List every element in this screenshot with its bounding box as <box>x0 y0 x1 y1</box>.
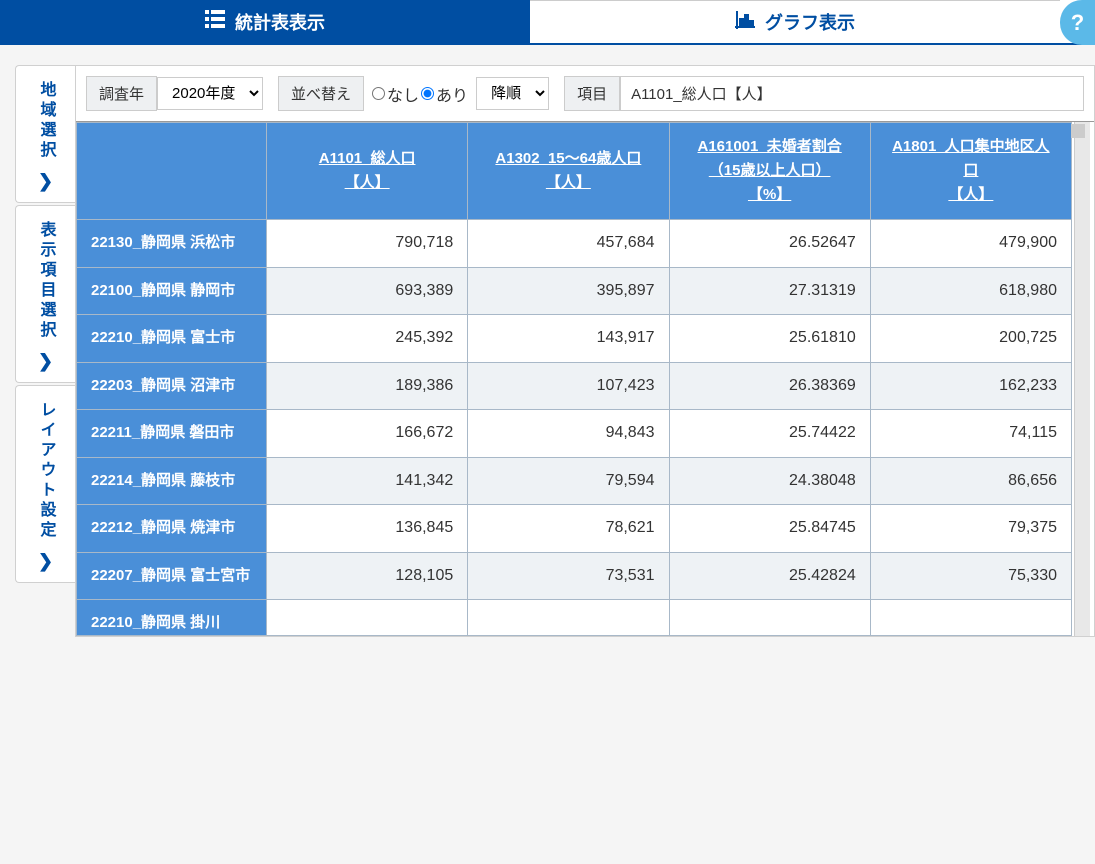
table-scroll-wrap: A1101_総人口【人】 A1302_15～64歳人口【人】 A161001_未… <box>76 121 1094 636</box>
item-label: 項目 <box>564 76 620 111</box>
cell: 94,843 <box>468 410 669 458</box>
sort-yes-radio[interactable] <box>421 87 434 100</box>
cell: 73,531 <box>468 552 669 600</box>
table-row: 22203_静岡県 沼津市189,386107,42326.38369162,2… <box>77 362 1072 410</box>
cell: 395,897 <box>468 267 669 315</box>
cell: 78,621 <box>468 505 669 553</box>
cell: 75,330 <box>870 552 1071 600</box>
table-row: 22210_静岡県 富士市245,392143,91725.61810200,7… <box>77 315 1072 363</box>
cell: 25.74422 <box>669 410 870 458</box>
tab-graph[interactable]: グラフ表示 <box>530 0 1060 43</box>
row-header[interactable]: 22210_静岡県 富士市 <box>77 315 267 363</box>
cell: 107,423 <box>468 362 669 410</box>
vertical-scrollbar[interactable] <box>1074 122 1090 636</box>
cell: 162,233 <box>870 362 1071 410</box>
top-tabs: 統計表表示 グラフ表示 ? <box>0 0 1095 45</box>
cell: 141,342 <box>267 457 468 505</box>
cell: 128,105 <box>267 552 468 600</box>
cell: 618,980 <box>870 267 1071 315</box>
tab-stats-table[interactable]: 統計表表示 <box>0 0 530 43</box>
content-panel: 調査年 2020年度 並べ替え なし あり 降順 項目 A1101_総 <box>75 65 1095 637</box>
cell: 25.61810 <box>669 315 870 363</box>
col-header-0[interactable]: A1101_総人口【人】 <box>267 123 468 220</box>
tab-stats-label: 統計表表示 <box>235 9 325 35</box>
sidebar-items-label: 表示項目選択 <box>34 221 58 341</box>
col-header-1[interactable]: A1302_15～64歳人口【人】 <box>468 123 669 220</box>
col-header-3[interactable]: A1801_人口集中地区人口【人】 <box>870 123 1071 220</box>
cell: 245,392 <box>267 315 468 363</box>
year-label: 調査年 <box>86 76 157 111</box>
order-select[interactable]: 降順 <box>476 77 549 110</box>
col-header-2[interactable]: A161001_未婚者割合（15歳以上人口）【%】 <box>669 123 870 220</box>
row-header[interactable]: 22210_静岡県 掛川 <box>77 600 267 636</box>
chevron-right-icon: ❯ <box>38 351 53 372</box>
sort-none-option[interactable]: なし <box>372 82 419 106</box>
table-header-row: A1101_総人口【人】 A1302_15～64歳人口【人】 A161001_未… <box>77 123 1072 220</box>
help-icon: ? <box>1071 10 1084 36</box>
cell: 143,917 <box>468 315 669 363</box>
row-header[interactable]: 22203_静岡県 沼津市 <box>77 362 267 410</box>
controls-bar: 調査年 2020年度 並べ替え なし あり 降順 項目 A1101_総 <box>76 76 1094 121</box>
help-button[interactable]: ? <box>1060 0 1095 45</box>
cell: 74,115 <box>870 410 1071 458</box>
cell: 693,389 <box>267 267 468 315</box>
chevron-right-icon: ❯ <box>38 171 53 192</box>
table-body: 22130_静岡県 浜松市790,718457,68426.52647479,9… <box>77 220 1072 636</box>
sort-yes-option[interactable]: あり <box>421 82 468 106</box>
cell: 25.84745 <box>669 505 870 553</box>
cell: 79,594 <box>468 457 669 505</box>
main-area: 地域選択 ❯ 表示項目選択 ❯ レイアウト設定 ❯ 調査年 2020年度 並べ替… <box>0 65 1095 637</box>
year-select[interactable]: 2020年度 <box>157 77 263 110</box>
row-header[interactable]: 22207_静岡県 富士宮市 <box>77 552 267 600</box>
row-header[interactable]: 22211_静岡県 磐田市 <box>77 410 267 458</box>
bar-chart-icon <box>735 11 755 34</box>
cell: 26.52647 <box>669 220 870 268</box>
sidebar-item-region[interactable]: 地域選択 ❯ <box>15 65 75 203</box>
table-corner-cell <box>77 123 267 220</box>
row-header[interactable]: 22214_静岡県 藤枝市 <box>77 457 267 505</box>
cell: 79,375 <box>870 505 1071 553</box>
table-row: 22212_静岡県 焼津市136,84578,62125.8474579,375 <box>77 505 1072 553</box>
tab-graph-label: グラフ表示 <box>765 9 855 35</box>
cell: 24.38048 <box>669 457 870 505</box>
cell: 457,684 <box>468 220 669 268</box>
sort-label: 並べ替え <box>278 76 364 111</box>
cell: 790,718 <box>267 220 468 268</box>
cell: 26.38369 <box>669 362 870 410</box>
sidebar-item-layout[interactable]: レイアウト設定 ❯ <box>15 385 75 583</box>
sidebar-layout-label: レイアウト設定 <box>34 401 58 541</box>
cell: 479,900 <box>870 220 1071 268</box>
table-row-partial: 22210_静岡県 掛川 <box>77 600 1072 636</box>
sidebar-item-display-items[interactable]: 表示項目選択 ❯ <box>15 205 75 383</box>
row-header[interactable]: 22212_静岡県 焼津市 <box>77 505 267 553</box>
table-row: 22214_静岡県 藤枝市141,34279,59424.3804886,656 <box>77 457 1072 505</box>
scrollbar-up-icon[interactable] <box>1071 124 1085 138</box>
list-icon <box>205 10 225 33</box>
table-row: 22207_静岡県 富士宮市128,10573,53125.4282475,33… <box>77 552 1072 600</box>
sidebar-region-label: 地域選択 <box>34 81 58 161</box>
chevron-right-icon: ❯ <box>38 551 53 572</box>
table-row: 22211_静岡県 磐田市166,67294,84325.7442274,115 <box>77 410 1072 458</box>
row-header[interactable]: 22130_静岡県 浜松市 <box>77 220 267 268</box>
sidebar: 地域選択 ❯ 表示項目選択 ❯ レイアウト設定 ❯ <box>0 65 75 637</box>
sort-none-radio[interactable] <box>372 87 385 100</box>
table-row: 22130_静岡県 浜松市790,718457,68426.52647479,9… <box>77 220 1072 268</box>
cell: 166,672 <box>267 410 468 458</box>
cell: 200,725 <box>870 315 1071 363</box>
cell: 25.42824 <box>669 552 870 600</box>
table-row: 22100_静岡県 静岡市693,389395,89727.31319618,9… <box>77 267 1072 315</box>
cell: 136,845 <box>267 505 468 553</box>
cell: 27.31319 <box>669 267 870 315</box>
cell: 189,386 <box>267 362 468 410</box>
cell: 86,656 <box>870 457 1071 505</box>
data-table: A1101_総人口【人】 A1302_15～64歳人口【人】 A161001_未… <box>76 122 1072 636</box>
sort-radio-group: なし あり <box>372 82 468 106</box>
row-header[interactable]: 22100_静岡県 静岡市 <box>77 267 267 315</box>
item-select[interactable]: A1101_総人口【人】 <box>620 76 1084 111</box>
